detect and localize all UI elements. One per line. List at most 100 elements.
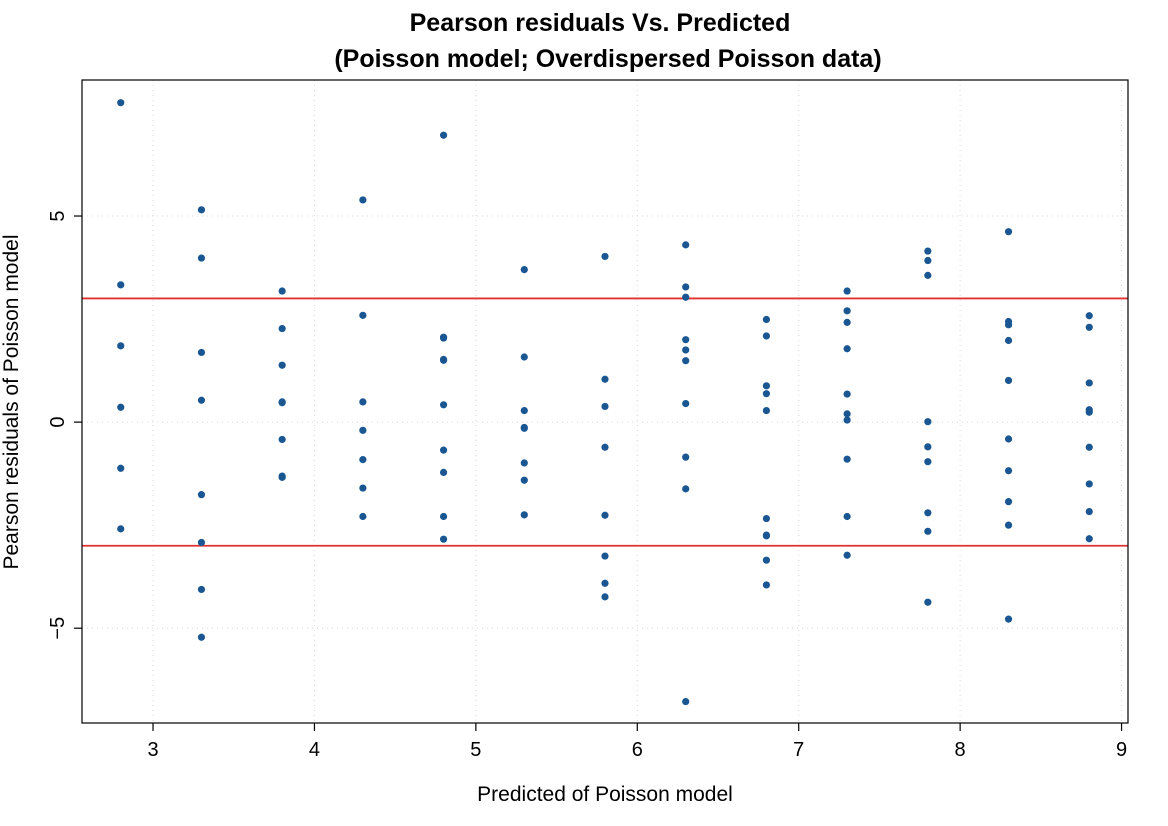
data-point bbox=[924, 458, 932, 466]
data-point bbox=[117, 342, 125, 350]
data-point bbox=[1085, 507, 1093, 516]
data-point bbox=[601, 443, 609, 451]
data-point bbox=[359, 512, 367, 521]
data-point bbox=[278, 435, 286, 444]
data-point bbox=[520, 353, 528, 361]
data-point bbox=[762, 581, 771, 589]
data-point bbox=[359, 456, 367, 464]
x-tick-label: 3 bbox=[147, 739, 158, 761]
y-axis-label: Pearson residuals of Poisson model bbox=[0, 234, 23, 569]
data-point bbox=[762, 315, 771, 324]
data-point bbox=[924, 598, 932, 606]
data-point bbox=[359, 426, 367, 434]
data-point bbox=[762, 514, 771, 523]
x-axis: 3 4 5 6 7 8 9 bbox=[147, 723, 1127, 761]
data-point bbox=[439, 356, 448, 364]
data-point bbox=[278, 361, 286, 369]
data-point bbox=[1085, 535, 1093, 543]
data-point bbox=[682, 293, 690, 301]
data-point bbox=[278, 399, 286, 407]
data-point bbox=[117, 99, 125, 107]
data-point bbox=[843, 345, 851, 353]
x-tick-label: 7 bbox=[793, 739, 804, 761]
y-tick-label: 5 bbox=[47, 210, 69, 221]
data-point bbox=[197, 348, 206, 357]
data-point bbox=[843, 318, 851, 326]
data-point bbox=[1004, 615, 1013, 623]
data-point bbox=[197, 633, 206, 641]
data-point bbox=[924, 247, 932, 255]
grid-lines bbox=[82, 80, 1128, 723]
reference-lines bbox=[82, 297, 1128, 547]
data-point bbox=[117, 525, 125, 533]
data-point bbox=[601, 402, 609, 411]
data-point bbox=[1004, 228, 1013, 236]
data-point bbox=[843, 307, 851, 315]
data-point bbox=[924, 256, 932, 265]
data-point bbox=[520, 266, 528, 274]
x-tick-label: 9 bbox=[1116, 739, 1127, 761]
data-point bbox=[439, 535, 448, 543]
data-point bbox=[682, 697, 690, 706]
data-point bbox=[682, 336, 690, 344]
data-point bbox=[843, 416, 851, 424]
data-point bbox=[117, 403, 125, 411]
x-tick-label: 4 bbox=[309, 739, 320, 761]
data-point bbox=[1004, 336, 1013, 345]
data-point bbox=[601, 579, 609, 587]
data-point bbox=[843, 455, 851, 463]
plot-frame bbox=[81, 79, 1129, 724]
data-point bbox=[601, 252, 609, 261]
data-point bbox=[117, 464, 125, 472]
data-point bbox=[682, 283, 690, 291]
data-point bbox=[1085, 480, 1093, 488]
data-point bbox=[439, 468, 448, 476]
x-axis-label: Predicted of Poisson model bbox=[477, 783, 733, 806]
data-point bbox=[924, 271, 932, 279]
data-point bbox=[278, 287, 286, 295]
data-point bbox=[1085, 379, 1093, 387]
x-tick-label: 5 bbox=[470, 739, 481, 761]
data-point bbox=[359, 196, 367, 204]
data-point bbox=[197, 396, 206, 404]
data-point bbox=[520, 511, 528, 519]
data-point bbox=[601, 375, 609, 383]
data-point bbox=[762, 382, 771, 390]
data-point bbox=[1004, 521, 1013, 529]
data-point bbox=[197, 538, 206, 547]
data-point bbox=[1004, 321, 1013, 329]
data-point bbox=[924, 418, 932, 426]
data-point bbox=[197, 585, 206, 594]
data-point bbox=[359, 398, 367, 406]
data-point bbox=[924, 509, 932, 517]
data-point bbox=[1085, 408, 1093, 416]
data-point bbox=[843, 551, 851, 559]
x-tick-label: 8 bbox=[955, 739, 966, 761]
data-point bbox=[520, 424, 528, 432]
data-point bbox=[762, 332, 771, 340]
y-axis: −5 0 5 bbox=[47, 210, 82, 640]
y-tick-label: 0 bbox=[47, 417, 69, 428]
data-point bbox=[1004, 435, 1013, 443]
data-point bbox=[520, 406, 528, 415]
data-point bbox=[1085, 312, 1093, 320]
data-point bbox=[359, 311, 367, 319]
data-point bbox=[682, 399, 690, 408]
data-point bbox=[601, 552, 609, 560]
data-point bbox=[439, 512, 448, 521]
data-point bbox=[924, 527, 932, 535]
data-point bbox=[439, 401, 448, 409]
data-point bbox=[439, 446, 448, 454]
data-point bbox=[197, 254, 206, 262]
data-point bbox=[520, 476, 528, 484]
data-points bbox=[117, 99, 1093, 706]
data-point bbox=[762, 406, 771, 415]
data-point bbox=[601, 511, 609, 519]
data-point bbox=[439, 334, 448, 342]
y-tick-label: −5 bbox=[47, 617, 69, 640]
data-point bbox=[278, 473, 286, 481]
data-point bbox=[843, 287, 851, 295]
x-tick-label: 6 bbox=[632, 739, 643, 761]
data-point bbox=[1004, 498, 1013, 506]
